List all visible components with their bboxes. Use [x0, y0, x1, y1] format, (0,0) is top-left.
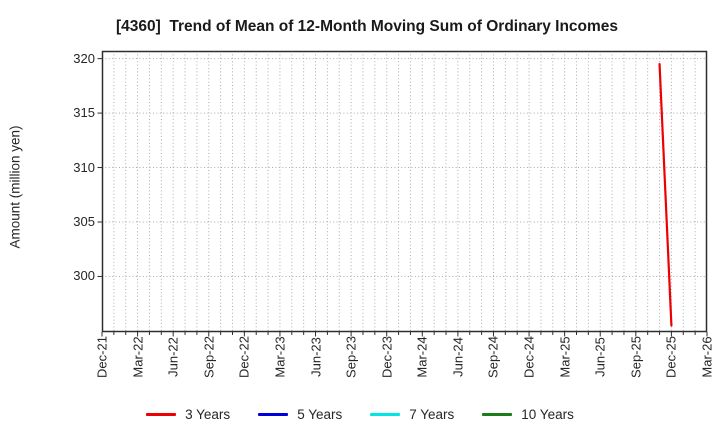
legend-swatch-3-years — [146, 412, 177, 416]
x-tick-label: Dec-22 — [236, 336, 252, 378]
x-tick-label: Jun-22 — [165, 337, 181, 377]
x-tick-label: Jun-24 — [450, 337, 466, 377]
plot-area — [97, 50, 708, 337]
plot-border — [101, 50, 708, 333]
x-tick-label: Jun-25 — [592, 337, 608, 377]
legend-label: 7 Years — [409, 406, 455, 422]
chart-title: [4360] Trend of Mean of 12-Month Moving … — [115, 18, 619, 35]
x-tick-label: Mar-22 — [130, 336, 146, 378]
x-tick-label: Dec-24 — [521, 336, 537, 378]
x-tick-label: Sep-23 — [343, 336, 359, 378]
y-tick-label: 305 — [73, 213, 95, 229]
legend: 3 Years 5 Years 7 Years 10 Years — [0, 403, 720, 425]
legend-label: 5 Years — [297, 406, 343, 422]
y-tick-label: 300 — [73, 268, 95, 284]
legend-label: 10 Years — [521, 406, 574, 422]
x-tick-label: Sep-25 — [628, 336, 644, 378]
x-tick-label: Sep-24 — [485, 336, 501, 378]
legend-label: 3 Years — [185, 406, 231, 422]
x-tick-label: Dec-23 — [379, 336, 395, 378]
legend-swatch-7-years — [370, 412, 401, 416]
x-tick-label: Jun-23 — [308, 337, 324, 377]
legend-item-3-years: 3 Years — [146, 407, 230, 422]
y-axis-label: Amount (million yen) — [7, 125, 23, 249]
x-tick-label: Sep-22 — [201, 336, 217, 378]
legend-item-10-years: 10 Years — [482, 407, 574, 422]
x-tick-label: Dec-21 — [94, 336, 110, 378]
legend-item-7-years: 7 Years — [370, 407, 454, 422]
x-tick-label: Dec-25 — [663, 336, 679, 378]
x-tick-label: Mar-23 — [272, 336, 288, 378]
x-tick-label: Mar-26 — [699, 336, 715, 378]
legend-item-5-years: 5 Years — [258, 407, 342, 422]
series-line-3-years — [658, 62, 673, 327]
y-tick-label: 310 — [73, 159, 95, 175]
x-tick-label: Mar-24 — [414, 336, 430, 378]
legend-swatch-10-years — [482, 412, 513, 416]
x-tick-label: Mar-25 — [557, 336, 573, 378]
y-tick-label: 315 — [73, 105, 95, 121]
y-tick-label: 320 — [73, 50, 95, 66]
plot-svg — [97, 50, 708, 337]
legend-swatch-5-years — [258, 412, 289, 416]
